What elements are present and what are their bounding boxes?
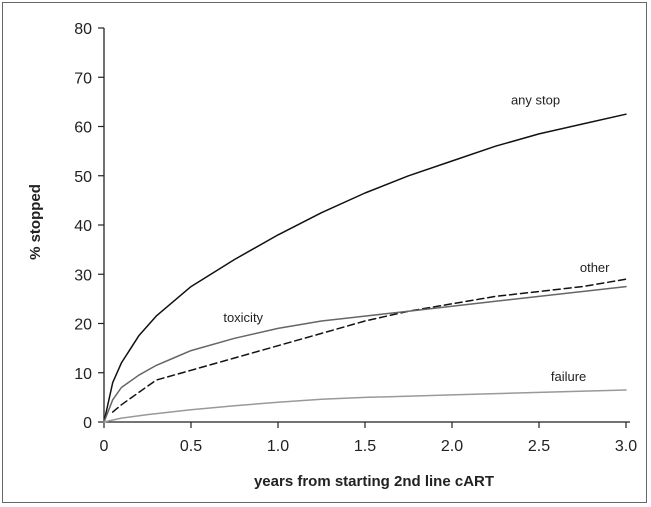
series-line-any-stop — [103, 113, 627, 423]
x-tick-label: 1.0 — [267, 438, 289, 455]
y-tick-label: 20 — [74, 317, 92, 334]
y-axis-title: % stopped — [27, 184, 44, 260]
series-label-toxicity: toxicity — [223, 310, 263, 325]
y-tick-label: 70 — [74, 70, 92, 87]
x-tick-label: 0.5 — [180, 438, 202, 455]
y-tick-label: 0 — [83, 415, 92, 432]
series-lines — [103, 113, 627, 423]
x-tick-label: 3.0 — [615, 438, 637, 455]
y-tick-label: 30 — [74, 267, 92, 284]
series-line-other — [111, 278, 627, 413]
y-tick-label: 60 — [74, 120, 92, 137]
x-tick-label: 1.5 — [354, 438, 376, 455]
x-tick-label: 0 — [100, 438, 109, 455]
y-tick-label: 40 — [74, 218, 92, 235]
series-label-failure: failure — [551, 369, 586, 384]
series-line-toxicity — [103, 285, 627, 423]
x-tick-label: 2.0 — [441, 438, 463, 455]
y-tick-label: 50 — [74, 169, 92, 186]
series-label-any-stop: any stop — [511, 92, 560, 107]
y-ticks: 0 10 20 30 40 50 60 70 80 — [74, 21, 104, 432]
x-axis-title: years from starting 2nd line cART — [254, 473, 494, 490]
x-ticks: 0 0.5 1.0 1.5 2.0 2.5 3.0 — [100, 422, 637, 455]
series-labels: any stop other toxicity failure — [223, 92, 610, 384]
x-tick-label: 2.5 — [528, 438, 550, 455]
series-line-failure — [103, 389, 627, 423]
y-tick-label: 80 — [74, 21, 92, 38]
chart-frame — [2, 2, 647, 503]
y-tick-label: 10 — [74, 366, 92, 383]
series-label-other: other — [580, 260, 610, 275]
